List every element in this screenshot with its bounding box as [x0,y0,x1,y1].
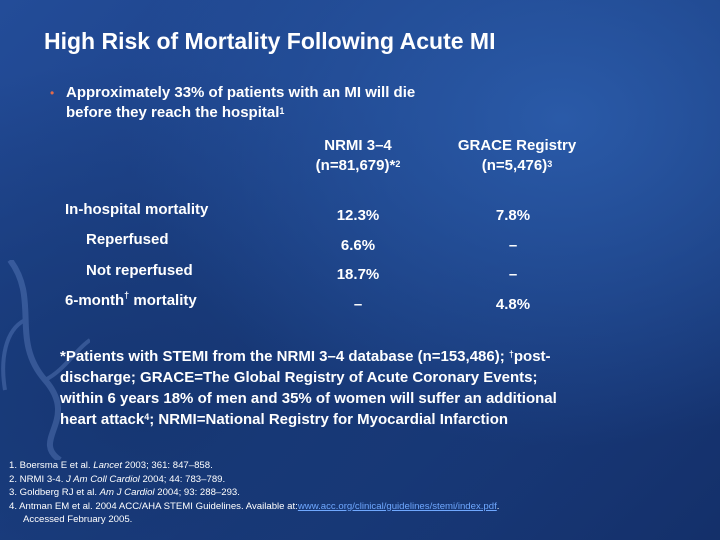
row-label-6-month: 6-month† mortality [65,290,197,309]
row-label-not-reperfused: Not reperfused [86,262,193,279]
footnote-line-1b: post- [513,348,551,365]
nrmi-ref: 2 [395,159,401,169]
nrmi-header-line-2: (n=81,679)* [315,157,396,174]
bullet-text: Approximately 33% of patients with an MI… [66,83,526,123]
grace-header-line-1: GRACE Registry [457,137,577,154]
cell-6-month-nrmi: – [353,296,363,313]
reference-1: 1. Boersma E et al. Lancet 2003; 361: 84… [9,460,213,471]
bullet-icon: • [50,86,55,100]
footnote-line-4a: heart attack [60,411,145,428]
cell-reperfused-nrmi: 6.6% [340,237,376,254]
footnote-line-1a: *Patients with STEMI from the NRMI 3–4 d… [60,348,509,365]
reference-4: 4. Antman EM et al. 2004 ACC/AHA STEMI G… [9,500,500,512]
bullet-line-2: before they reach the hospital [66,104,280,121]
footnote-dagger: † [508,349,514,359]
row-label-reperfused: Reperfused [86,231,169,248]
cell-not-reperfused-nrmi: 18.7% [336,266,380,283]
cell-6-month-grace: 4.8% [495,296,531,313]
column-header-nrmi: NRMI 3–4 (n=81,679)*2 [283,136,433,176]
slide-title: High Risk of Mortality Following Acute M… [44,28,496,54]
bullet-line-1: Approximately 33% of patients with an MI… [66,84,416,101]
row-label-6-month-b: mortality [129,292,197,309]
reference-3: 3. Goldberg RJ et al. Am J Cardiol 2004;… [9,487,240,498]
footnote-line-2: discharge; GRACE=The Global Registry of … [60,369,538,386]
bullet-ref: 1 [279,106,285,116]
footnote-ref-4: 4 [144,412,150,422]
row-label-in-hospital: In-hospital mortality [65,201,209,218]
reference-2: 2. NRMI 3-4. J Am Coll Cardiol 2004; 44:… [9,473,226,485]
row-label-6-month-a: 6-month [65,292,125,309]
dagger-mark: † [124,290,130,300]
cell-in-hospital-grace: 7.8% [495,207,531,224]
grace-ref: 3 [547,159,553,169]
grace-header-line-2: (n=5,476) [481,157,548,174]
column-header-grace: GRACE Registry (n=5,476)3 [442,136,592,176]
reference-4-accessed: Accessed February 2005. [23,514,133,525]
guidelines-link[interactable]: www.acc.org/clinical/guidelines/stemi/in… [297,500,497,512]
cell-not-reperfused-grace: – [508,266,518,283]
artery-decoration [1,260,90,460]
nrmi-header-line-1: NRMI 3–4 [324,137,392,154]
footnote: *Patients with STEMI from the NRMI 3–4 d… [60,346,680,430]
references: 1. Boersma E et al. Lancet 2003; 361: 84… [9,459,709,527]
cell-reperfused-grace: – [508,237,518,254]
footnote-line-4b: ; NRMI=National Registry for Myocardial … [149,411,509,428]
footnote-line-3: within 6 years 18% of men and 35% of wom… [60,390,557,407]
cell-in-hospital-nrmi: 12.3% [336,207,380,224]
